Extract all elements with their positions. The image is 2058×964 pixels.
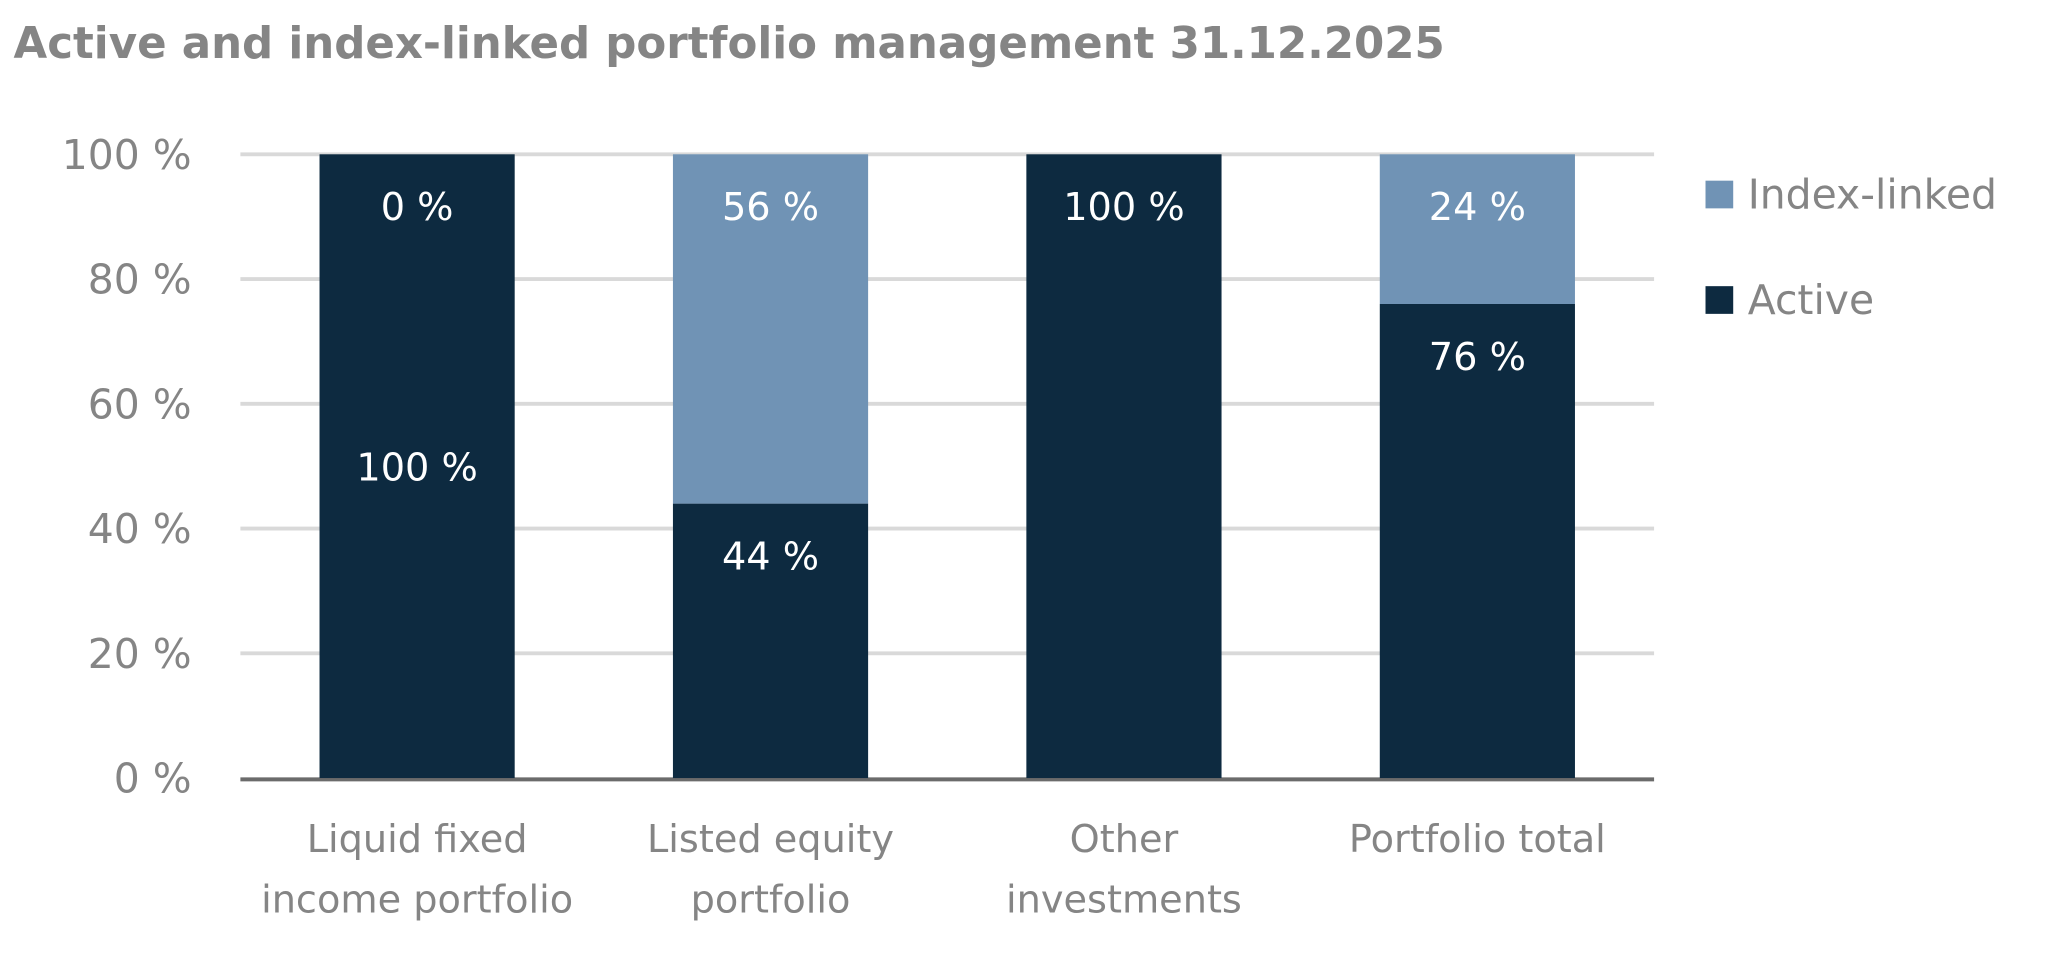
y-tick-label: 60 % [88,380,192,428]
x-category-label: Other [1070,818,1179,862]
y-tick-label: 40 % [88,505,192,553]
x-category-label: Portfolio total [1349,818,1606,862]
data-label-active: 44 % [722,536,819,580]
bar-active [1026,154,1222,779]
data-label-active: 100 % [1063,186,1184,230]
bar-active [319,154,515,779]
legend-label-active: Active [1748,276,1874,324]
bar-active [672,503,869,779]
x-category-label: portfolio [691,879,851,923]
y-tick-label: 100 % [62,131,192,179]
legend-swatch-active [1705,286,1734,314]
data-label-active: 100 % [356,447,477,491]
y-tick-label: 80 % [88,256,192,304]
legend-label-index-linked: Index-linked [1748,170,1997,218]
y-tick-label: 0 % [114,755,192,803]
bar-index-linked [672,154,869,504]
x-category-label: Listed equity [647,818,894,862]
y-tick-label: 20 % [88,630,192,678]
bar-active [1379,303,1575,779]
data-label-index-linked: 56 % [722,186,819,230]
x-category-label: Liquid fixed [307,818,528,862]
x-category-label: income portfolio [261,879,573,923]
data-label-index-linked: 0 % [381,186,454,230]
x-category-label: investments [1006,879,1242,923]
legend-swatch-index-linked [1705,180,1734,209]
chart-title: Active and index-linked portfolio manage… [14,19,1445,69]
data-label-active: 76 % [1429,336,1526,380]
bar-index-linked [1379,154,1575,304]
data-label-index-linked: 24 % [1429,186,1526,230]
